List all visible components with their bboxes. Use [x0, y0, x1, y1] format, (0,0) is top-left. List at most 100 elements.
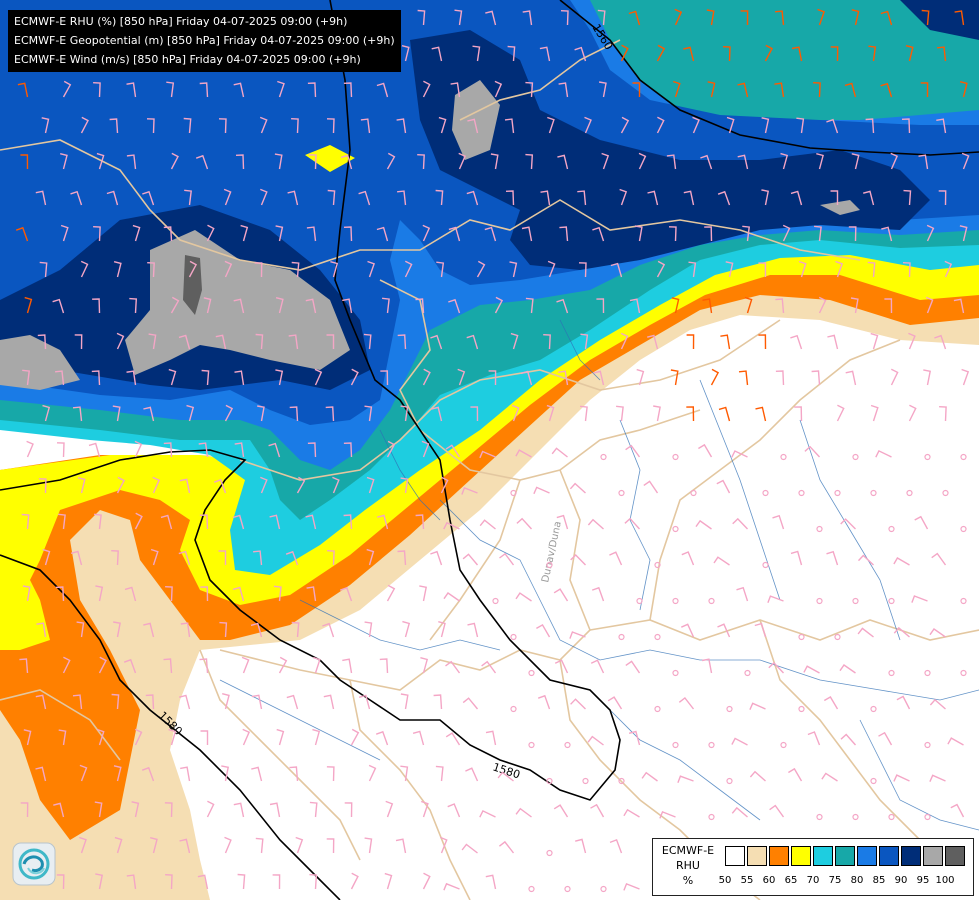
wind-barb: [479, 809, 496, 818]
legend-tick-label: 70: [806, 875, 820, 886]
wind-barb: [364, 405, 373, 422]
wind-barb: [340, 154, 353, 170]
wind-barb: [668, 226, 677, 242]
wind-barb: [543, 334, 551, 350]
wind-barb: [647, 190, 659, 206]
wind-calm-marker: [654, 705, 661, 713]
wind-barb: [666, 154, 677, 170]
wind-calm-marker: [708, 741, 715, 749]
wind-barb: [851, 153, 860, 170]
wind-barb: [546, 404, 555, 422]
wind-barb: [166, 81, 175, 98]
wind-barb: [94, 513, 102, 530]
wind-barb: [461, 843, 478, 854]
wind-barb: [525, 297, 534, 314]
wind-barb: [309, 873, 318, 890]
wind-barb: [285, 550, 299, 566]
wind-barb: [577, 190, 587, 206]
wind-barb: [60, 153, 68, 170]
wind-barb: [131, 801, 140, 818]
wind-barb: [761, 189, 770, 206]
wind-calm-marker: [528, 885, 535, 893]
wind-barb: [332, 476, 340, 494]
wind-barb: [343, 226, 353, 242]
wind-barb: [575, 838, 587, 854]
wind-barb: [914, 515, 929, 530]
wind-barb: [350, 872, 359, 890]
wind-barb: [307, 82, 317, 98]
wind-barb: [326, 838, 335, 854]
wind-barb: [58, 513, 66, 530]
wind-barb: [597, 9, 606, 26]
wind-barb: [168, 728, 177, 746]
wind-barb: [515, 449, 532, 458]
wind-barb: [76, 621, 85, 638]
wind-barb: [200, 730, 209, 745]
wind-barb: [701, 658, 713, 674]
wind-barb: [254, 262, 263, 278]
wind-barb: [206, 224, 215, 242]
wind-barb: [788, 767, 803, 782]
wind-barb: [674, 8, 683, 26]
wind-barb: [609, 838, 623, 854]
wind-barb: [937, 46, 947, 62]
wind-barb: [717, 190, 731, 206]
wind-barb: [511, 404, 520, 422]
wind-barb: [706, 9, 715, 26]
wind-barb: [672, 80, 681, 98]
wind-barb: [397, 550, 407, 566]
wind-barbs: [15, 8, 970, 893]
wind-barb: [826, 550, 839, 566]
wind-barb: [485, 874, 497, 890]
wind-barb: [683, 46, 695, 62]
wind-barb: [445, 732, 461, 746]
wind-barb: [269, 514, 281, 530]
wind-barb: [445, 660, 461, 674]
wind-barb: [376, 82, 389, 98]
wind-barb: [24, 296, 33, 314]
wind-barb: [114, 836, 123, 854]
wind-barb: [77, 477, 86, 494]
wind-barb: [260, 476, 268, 494]
wind-barb: [20, 154, 29, 170]
wind-barb: [587, 518, 604, 530]
legend-tick-label: 90: [894, 875, 908, 886]
wind-barb: [431, 406, 443, 422]
wind-barb: [804, 445, 821, 458]
wind-barb: [850, 297, 859, 314]
wind-barb: [234, 442, 245, 458]
wind-barb: [590, 803, 605, 818]
wind-barb: [647, 334, 659, 350]
wind-barb: [507, 45, 516, 62]
wind-barb: [929, 698, 946, 710]
wind-barb: [35, 694, 47, 710]
wind-barb: [911, 595, 928, 603]
wind-barb: [556, 514, 569, 530]
wind-barb: [769, 804, 785, 818]
wind-barb: [504, 118, 515, 134]
wind-barb: [516, 517, 533, 530]
wind-barb: [710, 368, 720, 386]
legend-title: ECMWF-E RHU %: [655, 843, 721, 888]
wind-barb: [143, 622, 155, 638]
wind-barb: [896, 695, 911, 710]
wind-barb: [817, 8, 825, 26]
wind-calm-marker: [852, 597, 859, 605]
wind-barb: [656, 44, 666, 62]
wind-barb: [350, 368, 359, 386]
wind-calm-marker: [546, 777, 553, 785]
wind-barb: [472, 45, 481, 62]
wind-barb: [358, 694, 371, 710]
wind-calm-marker: [798, 633, 805, 641]
legend-title-unit: %: [682, 874, 694, 887]
wind-barb: [150, 837, 158, 854]
wind-barb: [764, 44, 773, 62]
wind-barb: [461, 486, 478, 495]
wind-calm-marker: [510, 705, 517, 713]
wind-barb: [830, 190, 839, 205]
wind-barb: [126, 82, 137, 98]
wind-calm-marker: [672, 597, 679, 605]
wind-barb: [326, 766, 335, 782]
wind-barb: [42, 548, 51, 566]
wind-barb: [868, 45, 877, 62]
